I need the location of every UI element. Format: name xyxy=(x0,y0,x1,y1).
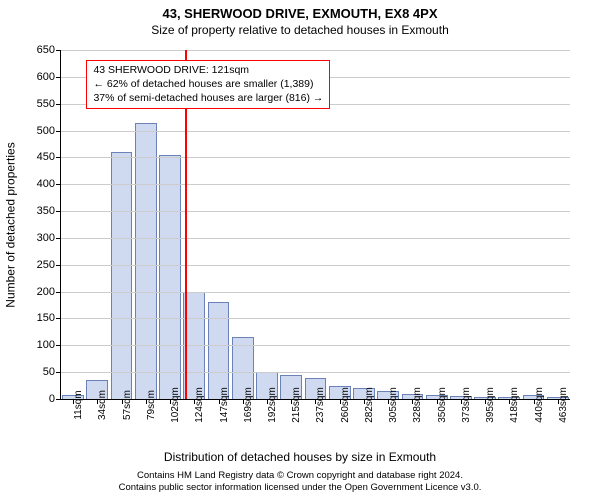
annotation-line: 43 SHERWOOD DRIVE: 121sqm xyxy=(93,64,323,78)
ytick-mark xyxy=(56,292,61,293)
ytick-mark xyxy=(56,184,61,185)
bar xyxy=(111,152,133,399)
y-axis-label-wrap: Number of detached properties xyxy=(4,50,18,400)
plot: 11sqm34sqm57sqm79sqm102sqm124sqm147sqm16… xyxy=(60,50,570,400)
footer: Contains HM Land Registry data © Crown c… xyxy=(0,470,600,494)
xtick-label: 350sqm xyxy=(437,387,448,423)
xtick-label: 305sqm xyxy=(388,387,399,423)
gridline xyxy=(61,318,570,319)
xtick-label: 79sqm xyxy=(146,390,157,420)
ytick-label: 200 xyxy=(37,286,55,298)
bar-slot: 260sqm xyxy=(328,50,352,399)
gridline xyxy=(61,292,570,293)
chart-title: 43, SHERWOOD DRIVE, EXMOUTH, EX8 4PX xyxy=(0,0,600,21)
footer-line-2: Contains public sector information licen… xyxy=(0,482,600,494)
gridline xyxy=(61,131,570,132)
ytick-label: 450 xyxy=(37,151,55,163)
ytick-label: 50 xyxy=(43,366,55,378)
plot-area: 11sqm34sqm57sqm79sqm102sqm124sqm147sqm16… xyxy=(60,50,570,400)
ytick-mark xyxy=(56,157,61,158)
bar-slot: 350sqm xyxy=(425,50,449,399)
ytick-mark xyxy=(56,372,61,373)
xtick-label: 124sqm xyxy=(194,387,205,423)
xtick-label: 102sqm xyxy=(170,387,181,423)
ytick-mark xyxy=(56,77,61,78)
xtick-label: 169sqm xyxy=(243,387,254,423)
bar-slot: 418sqm xyxy=(497,50,521,399)
gridline xyxy=(61,50,570,51)
y-axis-label: Number of detached properties xyxy=(4,142,18,307)
bar-slot: 373sqm xyxy=(449,50,473,399)
ytick-label: 0 xyxy=(49,393,55,405)
gridline xyxy=(61,372,570,373)
bar-slot: 440sqm xyxy=(521,50,545,399)
ytick-label: 400 xyxy=(37,178,55,190)
bar-slot: 395sqm xyxy=(473,50,497,399)
gridline xyxy=(61,211,570,212)
ytick-mark xyxy=(56,238,61,239)
footer-line-1: Contains HM Land Registry data © Crown c… xyxy=(0,470,600,482)
ytick-label: 300 xyxy=(37,232,55,244)
bar-slot: 328sqm xyxy=(400,50,424,399)
ytick-label: 550 xyxy=(37,98,55,110)
bar-slot: 282sqm xyxy=(352,50,376,399)
x-axis-label: Distribution of detached houses by size … xyxy=(0,450,600,464)
xtick-label: 440sqm xyxy=(534,387,545,423)
ytick-label: 650 xyxy=(37,44,55,56)
xtick-label: 34sqm xyxy=(97,390,108,420)
annotation-line: ← 62% of detached houses are smaller (1,… xyxy=(93,78,323,92)
bar-slot: 305sqm xyxy=(376,50,400,399)
gridline xyxy=(61,238,570,239)
ytick-label: 100 xyxy=(37,339,55,351)
ytick-label: 500 xyxy=(37,125,55,137)
bar-slot: 11sqm xyxy=(61,50,85,399)
xtick-label: 11sqm xyxy=(73,390,84,419)
gridline xyxy=(61,157,570,158)
ytick-mark xyxy=(56,345,61,346)
ytick-label: 350 xyxy=(37,205,55,217)
xtick-label: 57sqm xyxy=(122,390,133,420)
ytick-mark xyxy=(56,50,61,51)
chart-subtitle: Size of property relative to detached ho… xyxy=(0,21,600,37)
chart-container: 43, SHERWOOD DRIVE, EXMOUTH, EX8 4PX Siz… xyxy=(0,0,600,500)
xtick-label: 373sqm xyxy=(461,387,472,423)
xtick-label: 418sqm xyxy=(509,387,520,423)
ytick-mark xyxy=(56,131,61,132)
ytick-mark xyxy=(56,211,61,212)
xtick-label: 328sqm xyxy=(412,387,423,423)
xtick-label: 395sqm xyxy=(485,387,496,423)
bar xyxy=(135,123,157,400)
annotation-box: 43 SHERWOOD DRIVE: 121sqm← 62% of detach… xyxy=(86,60,330,109)
gridline xyxy=(61,184,570,185)
ytick-label: 250 xyxy=(37,259,55,271)
ytick-mark xyxy=(56,265,61,266)
xtick-label: 192sqm xyxy=(267,387,278,423)
xtick-label: 463sqm xyxy=(558,387,569,423)
bar xyxy=(208,302,230,399)
gridline xyxy=(61,345,570,346)
ytick-label: 150 xyxy=(37,312,55,324)
ytick-label: 600 xyxy=(37,71,55,83)
xtick-label: 282sqm xyxy=(364,387,375,423)
gridline xyxy=(61,265,570,266)
xtick-label: 215sqm xyxy=(291,387,302,423)
ytick-mark xyxy=(56,399,61,400)
xtick-label: 260sqm xyxy=(340,387,351,423)
annotation-line: 37% of semi-detached houses are larger (… xyxy=(93,92,323,106)
bar-slot: 463sqm xyxy=(546,50,570,399)
ytick-mark xyxy=(56,104,61,105)
xtick-label: 147sqm xyxy=(219,387,230,423)
bar xyxy=(159,155,181,399)
ytick-mark xyxy=(56,318,61,319)
xtick-label: 237sqm xyxy=(315,387,326,423)
